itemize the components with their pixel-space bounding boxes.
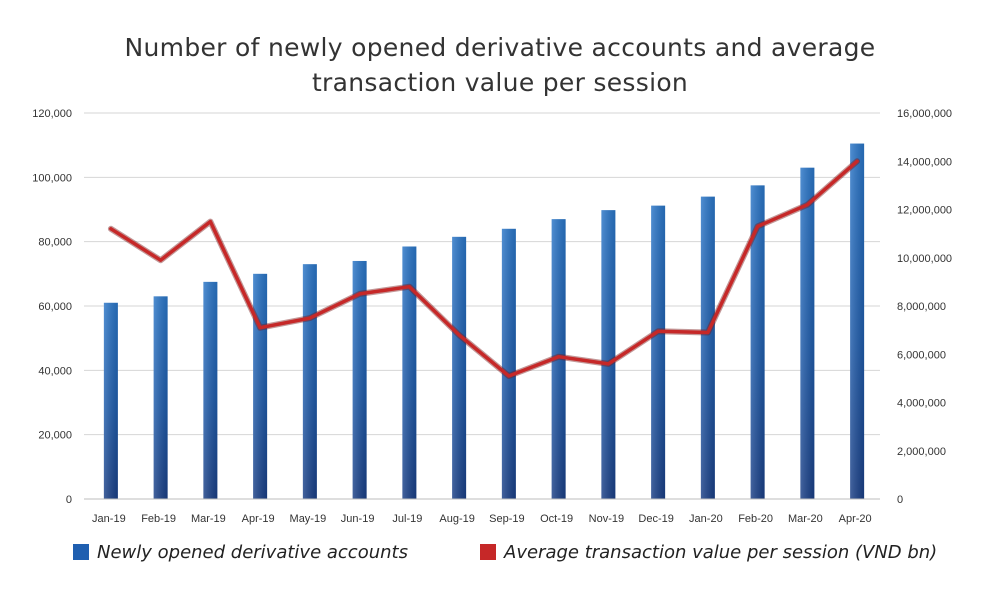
line-point <box>208 220 212 224</box>
line-point <box>407 285 411 289</box>
line-point <box>457 333 461 337</box>
line-point <box>358 292 362 296</box>
right-axis-tick-label: 6,000,000 <box>897 349 946 361</box>
x-axis-tick-label: Aug-19 <box>439 513 474 525</box>
x-axis-tick-label: Jan-19 <box>92 513 126 525</box>
line-point <box>258 326 262 330</box>
x-axis-tick-label: Apr-20 <box>839 513 872 525</box>
bar-shading <box>103 302 118 499</box>
x-axis-tick-label: Jun-19 <box>341 513 375 525</box>
chart-title-line-1: Number of newly opened derivative accoun… <box>124 33 876 62</box>
left-axis-tick-label: 20,000 <box>38 430 72 442</box>
right-axis-tick-label: 2,000,000 <box>897 446 946 458</box>
bar-shading <box>601 210 616 500</box>
x-axis-tick-label: Oct-19 <box>540 513 573 525</box>
right-axis-tick-label: 14,000,000 <box>897 156 952 168</box>
line-point <box>805 203 809 207</box>
legend-swatch-accounts <box>73 544 89 560</box>
line-series-shadow <box>107 158 861 379</box>
legend-swatch-transaction-value <box>480 544 496 560</box>
line-point <box>855 159 859 163</box>
bar-shading <box>153 296 168 499</box>
bar-shading <box>352 260 367 499</box>
line-point <box>756 224 760 228</box>
x-axis-tick-label: Feb-19 <box>141 513 176 525</box>
x-axis-tick-label: Mar-20 <box>788 513 823 525</box>
right-axis-tick-label: 12,000,000 <box>897 205 952 217</box>
right-axis-tick-label: 4,000,000 <box>897 398 946 410</box>
line-point <box>706 331 710 335</box>
right-axis-tick-label: 16,000,000 <box>897 108 952 120</box>
line-point <box>656 329 660 333</box>
bar-shading <box>551 219 566 499</box>
left-axis-tick-label: 100,000 <box>32 172 72 184</box>
bar-shading <box>402 246 417 499</box>
left-axis-tick-label: 80,000 <box>38 237 72 249</box>
x-axis-tick-label: Apr-19 <box>242 513 275 525</box>
bar-shading <box>750 185 765 499</box>
x-axis-tick-label: Dec-19 <box>638 513 673 525</box>
x-axis-tick-label: Nov-19 <box>589 513 624 525</box>
right-axis-tick-label: 0 <box>897 494 903 506</box>
legend-item-accounts: Newly opened derivative accounts <box>73 540 408 564</box>
left-axis-tick-label: 60,000 <box>38 301 72 313</box>
x-axis-tick-label: Jan-20 <box>689 513 723 525</box>
bar-shading <box>452 236 467 499</box>
line-point <box>159 258 163 262</box>
line-point <box>606 362 610 366</box>
line-point <box>507 374 511 378</box>
bar-shading <box>501 228 516 500</box>
left-axis-tick-label: 40,000 <box>38 365 72 377</box>
bar-shading <box>302 264 317 499</box>
x-axis-tick-label: Sep-19 <box>489 513 524 525</box>
right-axis-tick-label: 8,000,000 <box>897 301 946 313</box>
legend-label-transaction-value: Average transaction value per session (V… <box>504 541 938 563</box>
legend-item-transaction-value: Average transaction value per session (V… <box>480 540 937 564</box>
x-axis-tick-label: May-19 <box>290 513 327 525</box>
left-axis-tick-label: 120,000 <box>32 108 72 120</box>
x-axis-tick-label: Jul-19 <box>392 513 422 525</box>
chart-title-line-2: transaction value per session <box>311 68 689 97</box>
legend-label-accounts: Newly opened derivative accounts <box>97 541 408 563</box>
line-point <box>557 355 561 359</box>
left-axis-tick-label: 0 <box>66 494 72 506</box>
bar-shading <box>850 143 865 499</box>
line-point <box>308 316 312 320</box>
bar-shading <box>800 167 815 499</box>
x-axis-tick-label: Feb-20 <box>738 513 773 525</box>
bar-shading <box>651 205 666 499</box>
bar-shading <box>253 273 268 499</box>
bar-shading <box>203 281 218 499</box>
line-series-transaction-value <box>109 159 859 378</box>
x-axis-tick-label: Mar-19 <box>191 513 226 525</box>
line-point <box>109 227 113 231</box>
bar-shading <box>700 196 715 499</box>
right-axis-tick-label: 10,000,000 <box>897 253 952 265</box>
